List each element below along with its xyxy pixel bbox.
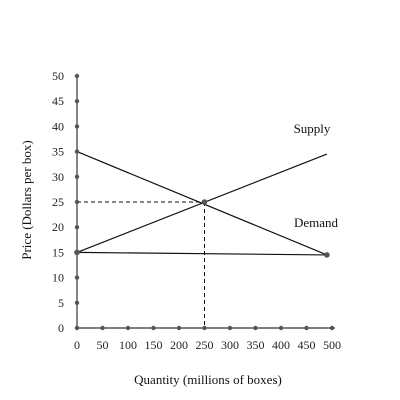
y-axis-dot [74,300,80,305]
y-axis-dot [74,275,80,280]
y-tick-label: 30 [52,170,64,184]
origin-intersection-dot [74,249,80,256]
x-tick-label: 250 [196,338,214,352]
series-lines [76,151,328,256]
y-tick-label: 40 [52,119,64,133]
x-axis-dot [125,325,131,331]
horizontal-line [76,251,327,256]
y-axis-dot [74,124,80,129]
x-axis-title: Quantity (millions of boxes) [134,372,282,387]
demand-label: Demand [294,215,339,230]
x-axis-dot [151,325,156,331]
x-tick-label: 350 [247,338,265,352]
equilibrium-dot [201,199,208,205]
x-axis-dot [304,325,309,331]
equilibrium-guides [77,201,205,328]
x-axis-dot [176,325,182,331]
y-axis-dot [74,199,80,205]
x-tick-label: 50 [97,338,109,352]
x-tick-label: 200 [170,338,188,352]
x-axis-dot [100,325,105,331]
x-axis-dot [202,325,207,331]
y-tick-label: 45 [52,94,64,108]
x-axis-dot [278,325,284,331]
y-axis-dot [74,325,80,331]
demand-line [76,151,328,256]
y-axis-title: Price (Dollars per box) [19,140,34,260]
y-axis-dot [74,99,80,104]
x-axis-dot [253,325,258,331]
x-tick-label: 150 [145,338,163,352]
y-tick-label: 10 [52,271,64,285]
x-axis-dot [329,325,335,331]
series-labels: Supply Demand [294,121,339,230]
y-axis-dot [74,225,80,230]
x-axis-dot [227,325,233,331]
y-tick-label: 25 [52,195,64,209]
y-tick-label: 20 [52,220,64,234]
y-tick-label: 0 [58,321,64,335]
y-axis-dot [74,149,80,154]
markers-layer [74,73,335,331]
x-tick-label: 300 [221,338,239,352]
y-axis-dot [74,73,80,79]
supply-label: Supply [294,121,331,136]
x-tick-label: 500 [323,338,341,352]
x-tick-label: 0 [74,338,80,352]
y-tick-label: 5 [58,296,64,310]
y-tick-label: 15 [52,245,64,259]
x-tick-label: 450 [298,338,316,352]
y-axis-dot [74,174,80,179]
y-tick-label: 50 [52,69,64,83]
demand-end-dot [324,252,330,258]
x-tick-label: 100 [119,338,137,352]
x-tick-label: 400 [272,338,290,352]
y-tick-label: 35 [52,145,64,159]
